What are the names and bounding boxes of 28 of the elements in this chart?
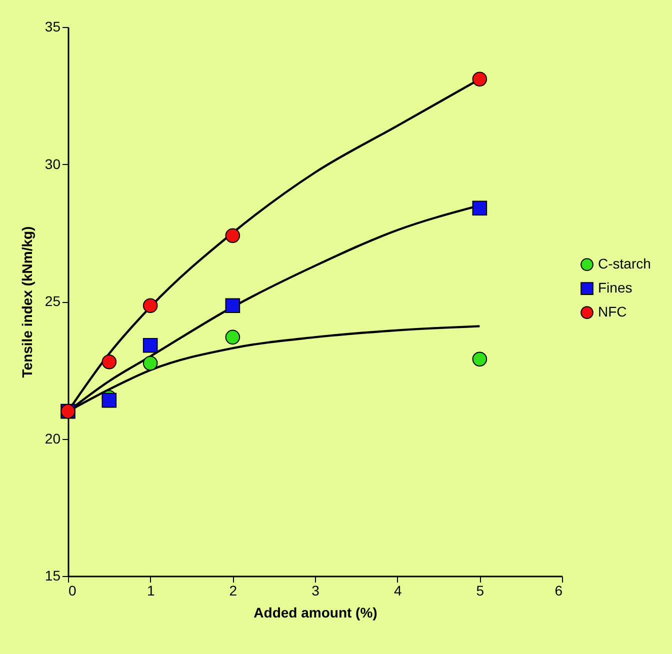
y-tick-label: 25 bbox=[44, 293, 61, 309]
legend-label: Fines bbox=[598, 280, 632, 296]
point bbox=[225, 330, 240, 345]
y-tick-label: 30 bbox=[44, 156, 61, 172]
y-axis-title: Tensile index (kNm/kg) bbox=[18, 226, 35, 378]
point bbox=[102, 354, 117, 370]
point bbox=[225, 228, 240, 243]
x-tick-label: 6 bbox=[554, 582, 563, 598]
point bbox=[142, 356, 158, 371]
x-tick-label: 3 bbox=[312, 582, 320, 598]
x-tick-label: 4 bbox=[394, 582, 402, 598]
point bbox=[472, 72, 488, 87]
y-tick-label: 20 bbox=[44, 430, 61, 446]
y-tick-label: 15 bbox=[44, 568, 61, 584]
legend-label: C-starch bbox=[598, 256, 651, 272]
x-tick-label: 2 bbox=[229, 582, 238, 598]
point bbox=[472, 200, 488, 216]
point bbox=[225, 298, 240, 314]
point bbox=[142, 298, 158, 313]
y-tick-label: 35 bbox=[44, 18, 61, 34]
x-tick-label: 1 bbox=[146, 582, 155, 598]
x-axis-title: Added amount (%) bbox=[254, 604, 378, 620]
point bbox=[142, 338, 158, 353]
point bbox=[472, 352, 488, 367]
x-tick-label: 5 bbox=[476, 582, 484, 598]
x-tick-label: 0 bbox=[68, 582, 76, 598]
point bbox=[102, 392, 117, 408]
legend-label: NFC bbox=[598, 304, 627, 320]
